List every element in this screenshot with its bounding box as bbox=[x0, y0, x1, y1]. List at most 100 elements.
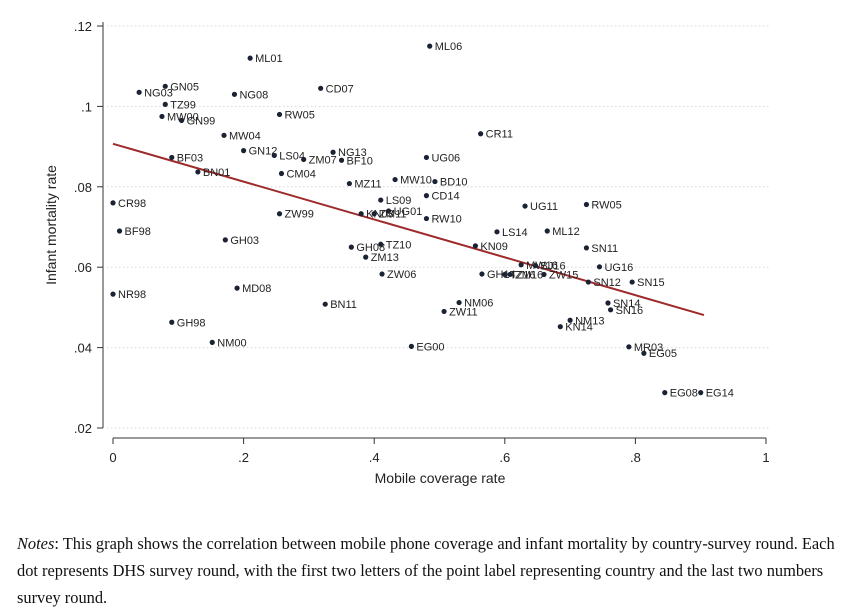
point-label: GN05 bbox=[170, 81, 199, 93]
data-point: EG05 bbox=[641, 348, 677, 360]
point-marker bbox=[392, 176, 398, 183]
point-marker bbox=[116, 228, 123, 234]
data-point: RW05 bbox=[583, 199, 622, 211]
point-label: CR11 bbox=[486, 129, 513, 141]
data-point: CD07 bbox=[318, 83, 354, 95]
point-label: NM13 bbox=[575, 315, 604, 327]
data-point: CM04 bbox=[278, 169, 316, 181]
point-label: CR98 bbox=[118, 198, 146, 210]
point-label: MZ11 bbox=[354, 179, 381, 191]
data-point: ML12 bbox=[544, 226, 580, 238]
point-label: NM06 bbox=[464, 298, 493, 310]
point-label: ZM11 bbox=[379, 209, 406, 221]
data-point: GN12 bbox=[241, 146, 277, 158]
point-label: KN14 bbox=[565, 322, 593, 334]
x-tick-label: 1 bbox=[762, 450, 769, 465]
point-marker bbox=[567, 317, 573, 323]
point-marker bbox=[385, 208, 392, 214]
data-point: SN16 bbox=[607, 305, 643, 317]
data-point: UG06 bbox=[423, 152, 460, 164]
point-label: UG01 bbox=[394, 206, 423, 218]
point-marker bbox=[136, 89, 142, 95]
point-marker bbox=[178, 117, 185, 124]
y-ticks: .02 .04 .06 .08 .1 .12 bbox=[74, 19, 103, 436]
point-marker bbox=[541, 271, 547, 278]
data-point: ZW11 bbox=[441, 306, 478, 318]
point-marker bbox=[423, 193, 430, 199]
point-label: MW10 bbox=[400, 175, 432, 187]
point-marker bbox=[585, 279, 591, 285]
point-label: GH14 bbox=[487, 269, 516, 281]
data-point: SN11 bbox=[583, 243, 618, 255]
point-marker bbox=[276, 111, 283, 118]
data-point: CR98 bbox=[110, 198, 146, 210]
data-point: NR98 bbox=[110, 289, 146, 301]
point-marker bbox=[110, 291, 116, 297]
point-label: EG00 bbox=[416, 341, 444, 353]
y-tick-label: .12 bbox=[74, 19, 92, 34]
point-label: BD10 bbox=[440, 177, 468, 189]
point-label: GH98 bbox=[177, 317, 206, 329]
data-point: GN99 bbox=[178, 115, 215, 127]
point-marker bbox=[169, 154, 175, 161]
point-marker bbox=[363, 254, 369, 260]
x-ticks: 0 .2 .4 .6 .8 1 bbox=[109, 438, 770, 465]
data-point: BD10 bbox=[432, 177, 467, 189]
point-label: BF98 bbox=[125, 226, 151, 238]
point-marker bbox=[110, 200, 116, 206]
data-point: NM13 bbox=[567, 315, 604, 327]
data-point: NG08 bbox=[231, 89, 268, 101]
data-point: GH14 bbox=[479, 269, 516, 281]
point-label: SN14 bbox=[613, 298, 641, 310]
point-label: EG08 bbox=[670, 388, 698, 400]
point-label: ZW99 bbox=[285, 209, 314, 221]
data-point: MW16 bbox=[518, 260, 558, 272]
point-label: BF10 bbox=[347, 155, 373, 167]
point-label: TZ16 bbox=[510, 269, 536, 281]
point-label: BJ16 bbox=[540, 261, 565, 273]
fit-line bbox=[112, 142, 705, 316]
data-point: ZW15 bbox=[541, 269, 578, 281]
point-label: MW16 bbox=[526, 260, 558, 272]
point-label: ZW06 bbox=[387, 269, 416, 281]
point-label: ML01 bbox=[255, 53, 283, 65]
point-label: RW05 bbox=[285, 109, 315, 121]
x-tick-label: .4 bbox=[369, 450, 380, 465]
point-label: NG03 bbox=[144, 87, 173, 99]
data-point: MZ11 bbox=[346, 179, 382, 191]
data-point: UG16 bbox=[596, 262, 633, 274]
grid-lines bbox=[107, 25, 770, 429]
point-label: RW05 bbox=[591, 199, 621, 211]
point-label: GN12 bbox=[249, 146, 278, 158]
data-point: LS04 bbox=[271, 150, 305, 162]
point-marker bbox=[169, 319, 175, 325]
data-point: ML01 bbox=[247, 53, 283, 65]
point-marker bbox=[522, 203, 528, 209]
data-point: BF03 bbox=[169, 152, 203, 164]
data-point: ML06 bbox=[427, 41, 462, 53]
point-label: SN15 bbox=[637, 277, 665, 289]
point-label: UG16 bbox=[604, 262, 633, 274]
point-label: CD14 bbox=[431, 191, 459, 203]
notes-label: Notes bbox=[17, 534, 55, 554]
point-marker bbox=[346, 180, 352, 187]
data-point: CD14 bbox=[423, 191, 460, 203]
point-marker bbox=[583, 245, 590, 251]
point-label: MR03 bbox=[634, 342, 663, 354]
data-point: EG08 bbox=[662, 388, 698, 400]
data-point: BN01 bbox=[195, 167, 230, 179]
point-marker bbox=[159, 113, 165, 120]
point-label: TZ99 bbox=[170, 99, 196, 111]
point-label: NG13 bbox=[338, 147, 367, 159]
fit-line-layer bbox=[112, 142, 705, 316]
point-marker bbox=[544, 228, 550, 234]
point-marker bbox=[583, 201, 590, 208]
point-label: MW04 bbox=[229, 130, 261, 142]
point-marker bbox=[532, 262, 539, 269]
point-marker bbox=[626, 344, 632, 350]
data-point: TZ10 bbox=[378, 239, 411, 251]
point-label: GH08 bbox=[356, 242, 385, 254]
data-point: SN14 bbox=[605, 298, 641, 310]
point-marker bbox=[371, 211, 377, 217]
